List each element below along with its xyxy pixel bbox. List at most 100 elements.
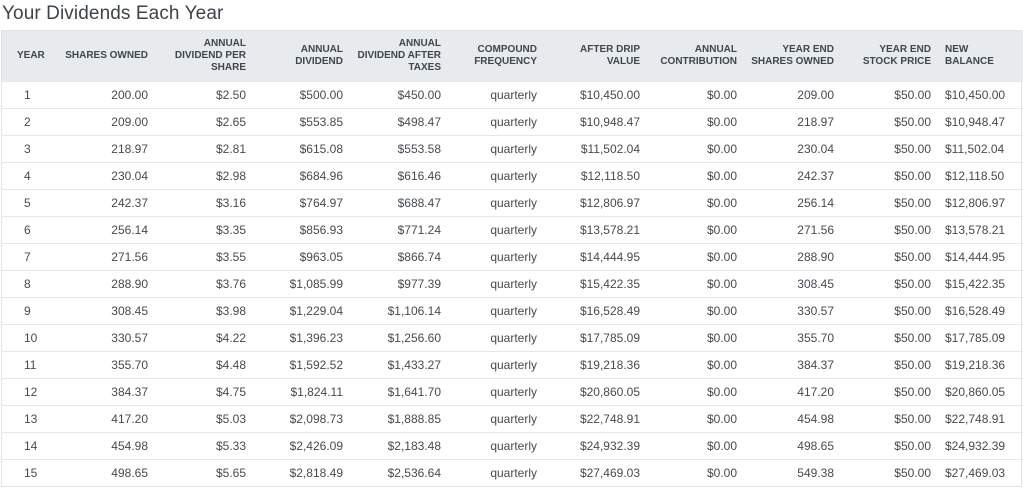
cell-contribution: $0.00: [646, 215, 743, 243]
table-row: 8 288.90 $3.76 $1,085.99 $977.39 quarterly $15…: [2, 269, 1023, 297]
cell-annual_div: $500.00: [252, 80, 349, 108]
cell-ye_price: $50.00: [840, 215, 937, 243]
cell-annual_div: $1,592.52: [252, 350, 349, 378]
cell-ye_price: $50.00: [840, 161, 937, 189]
cell-drip: $20,860.05: [543, 377, 646, 405]
cell-ye_price: $50.00: [840, 242, 937, 270]
cell-compound: quarterly: [447, 431, 543, 459]
cell-div_per_share: $2.50: [154, 80, 252, 108]
cell-year: 7: [2, 242, 52, 270]
cell-compound: quarterly: [447, 242, 543, 270]
cell-year: 11: [2, 350, 52, 378]
cell-balance: $22,748.91: [937, 404, 1023, 432]
column-header-balance: NEW BALANCE: [945, 43, 994, 67]
cell-balance: $10,450.00: [937, 80, 1023, 108]
cell-shares: 417.20: [52, 404, 154, 432]
cell-drip: $14,444.95: [543, 242, 646, 270]
cell-ye_shares: 384.37: [743, 350, 840, 378]
cell-div_per_share: $3.76: [154, 269, 252, 297]
cell-after_tax: $866.74: [349, 242, 447, 270]
cell-div_per_share: $4.48: [154, 350, 252, 378]
cell-contribution: $0.00: [646, 431, 743, 459]
cell-div_per_share: $3.16: [154, 188, 252, 216]
cell-annual_div: $615.08: [252, 134, 349, 162]
cell-year: 9: [2, 296, 52, 324]
cell-annual_div: $2,818.49: [252, 458, 349, 486]
table-row: 15 498.65 $5.65 $2,818.49 $2,536.64 quarterly…: [2, 458, 1023, 486]
cell-drip: $11,502.04: [543, 134, 646, 162]
cell-shares: 230.04: [52, 161, 154, 189]
cell-shares: 271.56: [52, 242, 154, 270]
cell-ye_price: $50.00: [840, 458, 937, 486]
cell-after_tax: $553.58: [349, 134, 447, 162]
cell-after_tax: $616.46: [349, 161, 447, 189]
cell-div_per_share: $3.35: [154, 215, 252, 243]
cell-compound: quarterly: [447, 107, 543, 135]
cell-drip: $12,118.50: [543, 161, 646, 189]
cell-annual_div: $684.96: [252, 161, 349, 189]
cell-balance: $20,860.05: [937, 377, 1023, 405]
cell-contribution: $0.00: [646, 269, 743, 297]
cell-div_per_share: $4.75: [154, 377, 252, 405]
cell-contribution: $0.00: [646, 134, 743, 162]
cell-ye_price: $50.00: [840, 107, 937, 135]
column-header-div_per_share: ANNUAL DIVIDEND PER SHARE: [174, 37, 246, 73]
cell-shares: 200.00: [52, 80, 154, 108]
cell-ye_price: $50.00: [840, 323, 937, 351]
cell-compound: quarterly: [447, 80, 543, 108]
cell-compound: quarterly: [447, 215, 543, 243]
cell-drip: $17,785.09: [543, 323, 646, 351]
cell-after_tax: $1,256.60: [349, 323, 447, 351]
cell-shares: 355.70: [52, 350, 154, 378]
cell-shares: 288.90: [52, 269, 154, 297]
cell-after_tax: $1,641.70: [349, 377, 447, 405]
cell-contribution: $0.00: [646, 458, 743, 486]
cell-ye_shares: 271.56: [743, 215, 840, 243]
cell-ye_shares: 330.57: [743, 296, 840, 324]
cell-ye_shares: 256.14: [743, 188, 840, 216]
table-row: 13 417.20 $5.03 $2,098.73 $1,888.85 quarterly…: [2, 404, 1023, 432]
column-header-compound: COMPOUND FREQUENCY: [474, 43, 537, 67]
cell-shares: 308.45: [52, 296, 154, 324]
cell-balance: $12,806.97: [937, 188, 1023, 216]
cell-annual_div: $1,824.11: [252, 377, 349, 405]
column-header-ye_shares: YEAR END SHARES OWNED: [751, 43, 834, 67]
cell-ye_price: $50.00: [840, 350, 937, 378]
cell-after_tax: $450.00: [349, 80, 447, 108]
cell-balance: $13,578.21: [937, 215, 1023, 243]
cell-after_tax: $1,433.27: [349, 350, 447, 378]
cell-balance: $14,444.95: [937, 242, 1023, 270]
cell-contribution: $0.00: [646, 188, 743, 216]
table-row: 12 384.37 $4.75 $1,824.11 $1,641.70 quarterly…: [2, 377, 1023, 405]
table-row: 1 200.00 $2.50 $500.00 $450.00 quarterly $10,4…: [2, 80, 1023, 108]
cell-balance: $17,785.09: [937, 323, 1023, 351]
cell-drip: $10,450.00: [543, 80, 646, 108]
cell-contribution: $0.00: [646, 242, 743, 270]
cell-contribution: $0.00: [646, 323, 743, 351]
cell-contribution: $0.00: [646, 404, 743, 432]
cell-after_tax: $1,106.14: [349, 296, 447, 324]
table-row: 9 308.45 $3.98 $1,229.04 $1,106.14 quarterly $…: [2, 296, 1023, 324]
column-header-drip: AFTER DRIP VALUE: [580, 43, 640, 67]
column-header-annual_div: ANNUAL DIVIDEND: [295, 43, 343, 67]
cell-compound: quarterly: [447, 134, 543, 162]
table-row: 6 256.14 $3.35 $856.93 $771.24 quarterly $13,5…: [2, 215, 1023, 243]
cell-balance: $11,502.04: [937, 134, 1023, 162]
cell-contribution: $0.00: [646, 161, 743, 189]
column-header-ye_price: YEAR END STOCK PRICE: [862, 43, 931, 67]
cell-ye_price: $50.00: [840, 296, 937, 324]
cell-after_tax: $771.24: [349, 215, 447, 243]
table-header-row: YEAR SHARES OWNED ANNUAL DIVIDEND PER SHAR…: [2, 31, 1023, 81]
cell-annual_div: $764.97: [252, 188, 349, 216]
table-row: 10 330.57 $4.22 $1,396.23 $1,256.60 quarterly…: [2, 323, 1023, 351]
cell-div_per_share: $2.81: [154, 134, 252, 162]
cell-shares: 209.00: [52, 107, 154, 135]
cell-year: 8: [2, 269, 52, 297]
cell-year: 15: [2, 458, 52, 486]
cell-annual_div: $856.93: [252, 215, 349, 243]
cell-year: 14: [2, 431, 52, 459]
cell-year: 1: [2, 80, 52, 108]
table-row: 14 454.98 $5.33 $2,426.09 $2,183.48 quarterly…: [2, 431, 1023, 459]
cell-div_per_share: $2.98: [154, 161, 252, 189]
cell-after_tax: $2,183.48: [349, 431, 447, 459]
